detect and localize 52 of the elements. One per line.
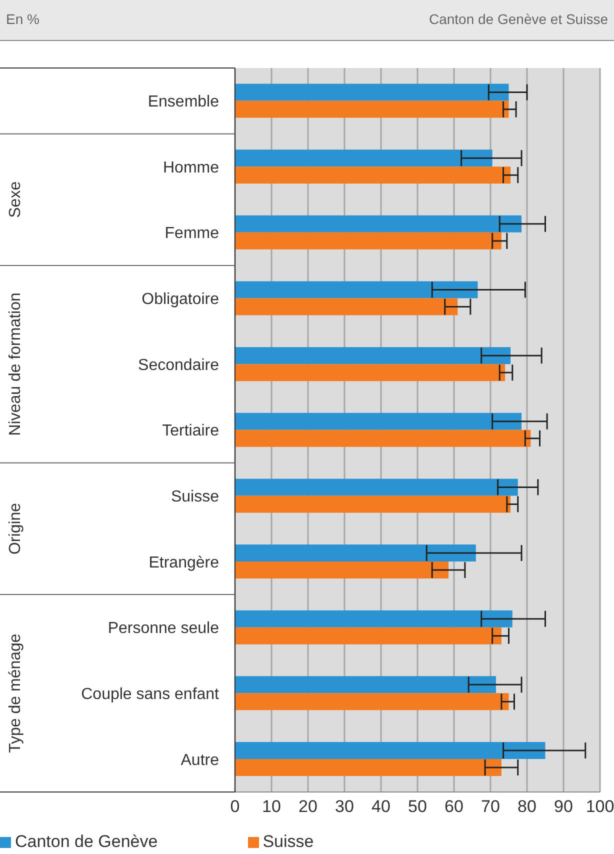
y-tick-label: Ensemble [148, 94, 220, 111]
bar [235, 364, 506, 382]
x-tick-label: 40 [372, 797, 390, 816]
x-tick-label: 90 [554, 797, 573, 816]
bar [235, 150, 492, 167]
text: Niveau de formation [7, 292, 24, 436]
x-tick-label: 30 [335, 797, 354, 816]
bar [235, 478, 518, 496]
y-tick-label: Suisse [170, 488, 220, 506]
bar [235, 281, 478, 298]
y-tick-label: Autre [180, 752, 220, 769]
y-tick-label: Couple sans enfant [81, 686, 220, 703]
text: Sexe [7, 181, 24, 218]
text: Origine [7, 502, 24, 555]
bar [235, 84, 509, 101]
chart-title: Canton de Genève et Suisse [428, 11, 608, 27]
y-tick-label: Personne seule [108, 620, 220, 638]
x-tick-label: 70 [481, 797, 500, 816]
bar [235, 758, 502, 776]
x-tick-label: 0 [230, 797, 240, 816]
x-tick-label: 20 [298, 797, 318, 816]
bar [235, 676, 496, 694]
bar [235, 347, 511, 364]
text: En % [6, 11, 40, 27]
bar [235, 562, 449, 579]
x-tick-label: 80 [518, 797, 536, 816]
y-tick-label: Etrangère [148, 554, 220, 572]
bar [235, 215, 522, 232]
bar [235, 232, 502, 250]
y-tick-label: Tertiaire [162, 422, 220, 440]
legend-label: Canton de Genève [15, 832, 158, 851]
x-tick-label: 60 [444, 797, 464, 816]
bar [235, 742, 546, 759]
text: Type de ménage [7, 634, 24, 753]
bar [235, 100, 509, 118]
bar [235, 627, 502, 644]
x-tick-label: 100 [586, 797, 614, 816]
bar [235, 693, 509, 710]
bar [235, 166, 511, 184]
y-tick-label: Homme [162, 159, 220, 176]
x-tick-label: 10 [262, 797, 281, 816]
legend-label: Suisse [262, 832, 314, 851]
bar [235, 430, 531, 447]
x-tick-label: 50 [408, 797, 427, 816]
bar [235, 610, 512, 628]
y-tick-label: Femme [164, 225, 220, 242]
bar [235, 298, 458, 316]
y-tick-label: Secondaire [138, 356, 220, 374]
bar [235, 544, 476, 562]
bar [235, 412, 522, 430]
bar [235, 496, 511, 513]
y-tick-label: Obligatoire [142, 291, 220, 308]
